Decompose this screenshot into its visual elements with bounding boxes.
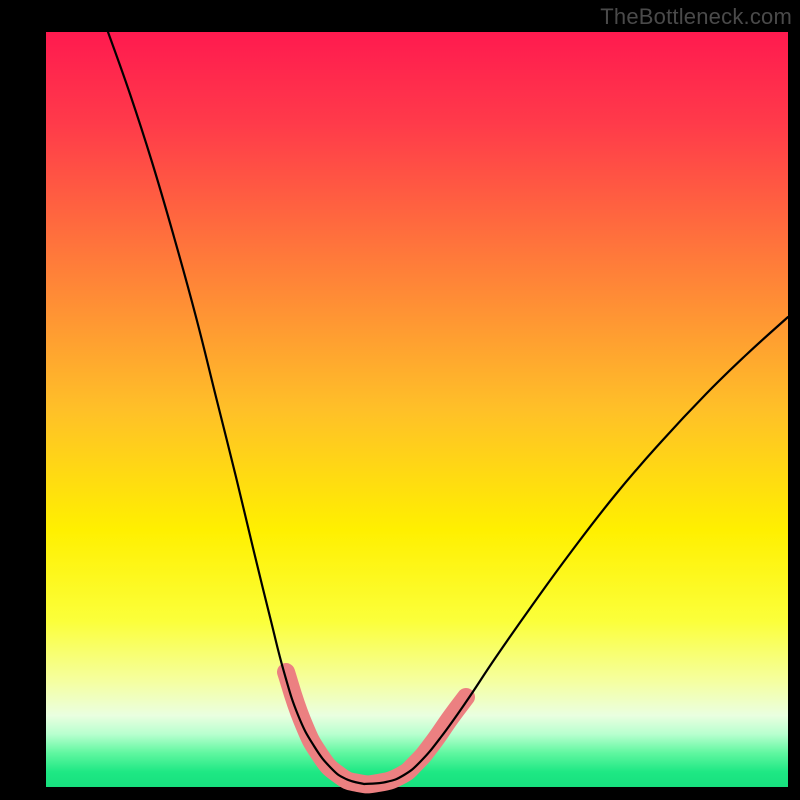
bottleneck-chart [0,0,800,800]
chart-stage: TheBottleneck.com [0,0,800,800]
plot-background [46,32,788,787]
watermark-text: TheBottleneck.com [600,4,792,30]
